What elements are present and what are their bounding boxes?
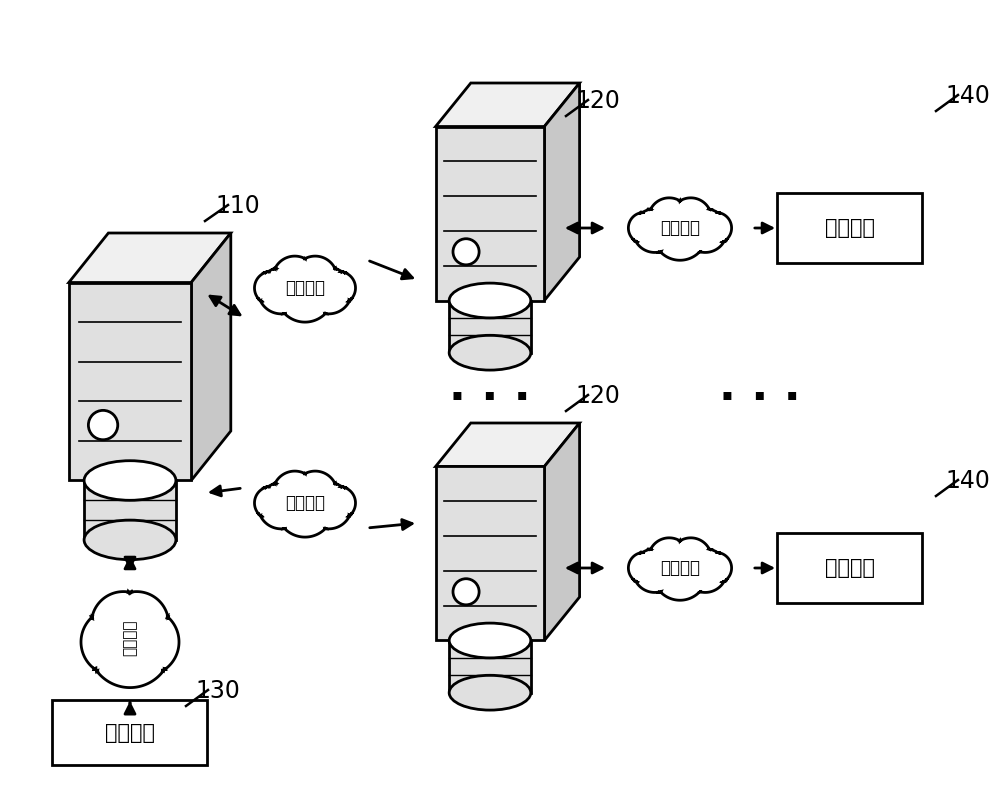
Ellipse shape: [84, 460, 176, 500]
Text: 代理节点: 代理节点: [825, 558, 875, 578]
FancyBboxPatch shape: [449, 301, 531, 353]
Circle shape: [306, 267, 352, 314]
Circle shape: [258, 267, 304, 314]
Circle shape: [88, 604, 172, 688]
Circle shape: [293, 471, 337, 515]
Circle shape: [273, 471, 317, 515]
Text: 存储设备: 存储设备: [105, 723, 155, 743]
Circle shape: [112, 608, 179, 676]
Text: 110: 110: [215, 194, 260, 218]
Text: · · ·: · · ·: [449, 377, 531, 420]
Polygon shape: [254, 256, 355, 322]
Ellipse shape: [449, 623, 531, 658]
Circle shape: [653, 206, 707, 260]
FancyBboxPatch shape: [52, 701, 207, 765]
Circle shape: [633, 209, 677, 252]
Text: · · ·: · · ·: [719, 377, 801, 420]
Circle shape: [88, 410, 118, 440]
Circle shape: [453, 579, 479, 605]
Circle shape: [700, 212, 732, 243]
Circle shape: [306, 483, 352, 529]
Circle shape: [293, 256, 337, 300]
Text: 120: 120: [575, 89, 620, 113]
Text: 网络连接: 网络连接: [122, 620, 137, 656]
Circle shape: [91, 591, 155, 656]
Circle shape: [128, 614, 176, 662]
Circle shape: [453, 239, 479, 265]
Ellipse shape: [449, 283, 531, 318]
Circle shape: [276, 480, 334, 537]
Circle shape: [700, 552, 732, 583]
Circle shape: [254, 271, 287, 305]
Circle shape: [683, 209, 727, 252]
Circle shape: [628, 212, 660, 243]
Polygon shape: [544, 423, 580, 641]
Text: 130: 130: [195, 679, 240, 703]
Text: 120: 120: [575, 384, 620, 408]
Circle shape: [628, 552, 660, 583]
FancyBboxPatch shape: [777, 533, 922, 603]
Text: 网络连接: 网络连接: [285, 279, 325, 297]
Circle shape: [648, 538, 690, 579]
Ellipse shape: [449, 335, 531, 370]
Circle shape: [258, 483, 304, 529]
Polygon shape: [544, 83, 580, 301]
Circle shape: [84, 614, 132, 662]
Circle shape: [322, 487, 355, 519]
Ellipse shape: [84, 520, 176, 559]
FancyBboxPatch shape: [69, 282, 191, 480]
Polygon shape: [69, 233, 231, 282]
Ellipse shape: [449, 675, 531, 710]
Text: 网络连接: 网络连接: [285, 494, 325, 512]
Circle shape: [653, 546, 707, 600]
FancyBboxPatch shape: [777, 193, 922, 263]
Text: 网络连接: 网络连接: [660, 219, 700, 237]
Polygon shape: [81, 591, 179, 688]
Polygon shape: [436, 423, 580, 467]
FancyBboxPatch shape: [449, 641, 531, 693]
Polygon shape: [628, 198, 732, 260]
Polygon shape: [436, 83, 580, 127]
Text: 140: 140: [945, 469, 990, 493]
Circle shape: [273, 256, 317, 300]
Polygon shape: [191, 233, 231, 480]
Circle shape: [81, 608, 148, 676]
Circle shape: [105, 591, 169, 656]
Text: 140: 140: [945, 84, 990, 108]
FancyBboxPatch shape: [436, 467, 544, 641]
Circle shape: [683, 549, 727, 592]
Circle shape: [276, 265, 334, 322]
FancyBboxPatch shape: [436, 127, 544, 301]
Circle shape: [670, 198, 712, 239]
Circle shape: [670, 538, 712, 579]
Circle shape: [633, 549, 677, 592]
Circle shape: [648, 198, 690, 239]
FancyBboxPatch shape: [84, 480, 176, 540]
Text: 代理节点: 代理节点: [825, 218, 875, 238]
Circle shape: [322, 271, 355, 305]
Circle shape: [254, 487, 287, 519]
Polygon shape: [254, 471, 355, 537]
Text: 网络连接: 网络连接: [660, 559, 700, 577]
Polygon shape: [628, 538, 732, 600]
